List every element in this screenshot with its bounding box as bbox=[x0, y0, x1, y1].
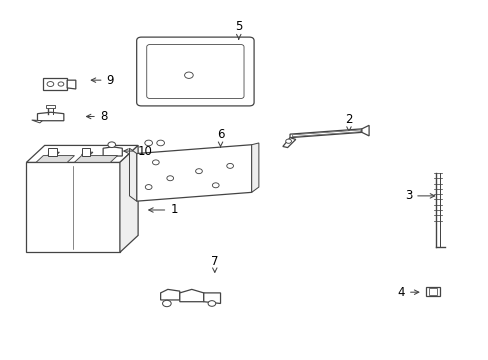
Polygon shape bbox=[137, 145, 251, 201]
Circle shape bbox=[212, 183, 219, 188]
Polygon shape bbox=[26, 145, 138, 162]
Polygon shape bbox=[251, 143, 258, 192]
Polygon shape bbox=[180, 289, 203, 302]
Circle shape bbox=[162, 300, 171, 307]
Circle shape bbox=[195, 169, 202, 174]
Circle shape bbox=[166, 176, 173, 181]
Bar bbox=[427, 288, 436, 294]
Polygon shape bbox=[32, 120, 42, 123]
Circle shape bbox=[108, 142, 115, 148]
Polygon shape bbox=[120, 145, 138, 252]
Polygon shape bbox=[282, 138, 295, 148]
Circle shape bbox=[58, 82, 64, 86]
Text: 8: 8 bbox=[86, 110, 107, 123]
Polygon shape bbox=[67, 80, 76, 89]
Text: 4: 4 bbox=[397, 286, 418, 299]
Polygon shape bbox=[129, 148, 137, 201]
Text: 2: 2 bbox=[345, 113, 352, 132]
FancyBboxPatch shape bbox=[146, 45, 244, 99]
Circle shape bbox=[145, 185, 152, 189]
Text: 5: 5 bbox=[235, 20, 242, 39]
Text: 9: 9 bbox=[91, 74, 114, 87]
Text: 7: 7 bbox=[211, 255, 218, 272]
Polygon shape bbox=[289, 129, 361, 138]
Bar bbox=[81, 148, 90, 156]
Polygon shape bbox=[81, 152, 93, 155]
Polygon shape bbox=[160, 289, 180, 300]
Circle shape bbox=[226, 163, 233, 168]
Text: 10: 10 bbox=[123, 145, 153, 158]
Polygon shape bbox=[103, 147, 122, 156]
Circle shape bbox=[184, 72, 193, 78]
Polygon shape bbox=[361, 125, 368, 136]
Bar bbox=[43, 78, 67, 90]
Circle shape bbox=[208, 301, 215, 306]
Circle shape bbox=[285, 139, 291, 143]
Circle shape bbox=[144, 140, 152, 146]
Polygon shape bbox=[292, 130, 360, 136]
Circle shape bbox=[152, 160, 159, 165]
Bar bbox=[425, 287, 439, 296]
Bar bbox=[48, 148, 57, 156]
Polygon shape bbox=[74, 156, 117, 162]
Bar bbox=[46, 105, 55, 108]
Text: 6: 6 bbox=[216, 129, 224, 147]
FancyBboxPatch shape bbox=[136, 37, 254, 106]
Polygon shape bbox=[203, 293, 220, 303]
Circle shape bbox=[157, 140, 164, 146]
Circle shape bbox=[47, 82, 54, 86]
Text: 3: 3 bbox=[404, 189, 434, 202]
Polygon shape bbox=[38, 112, 64, 121]
Polygon shape bbox=[26, 162, 120, 252]
Polygon shape bbox=[48, 152, 59, 155]
Text: 1: 1 bbox=[148, 203, 177, 216]
Polygon shape bbox=[36, 156, 74, 162]
